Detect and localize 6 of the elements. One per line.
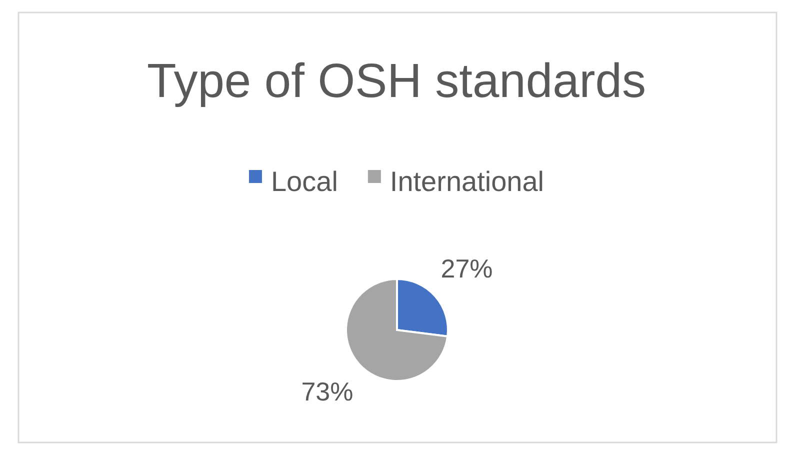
data-label: 73% — [301, 376, 354, 407]
pie-slice — [345, 278, 449, 382]
legend-label: Local — [270, 166, 338, 197]
chart-title: Type of OSH standards — [147, 55, 646, 108]
legend-label: International — [390, 166, 544, 197]
data-label: 27% — [440, 254, 493, 284]
